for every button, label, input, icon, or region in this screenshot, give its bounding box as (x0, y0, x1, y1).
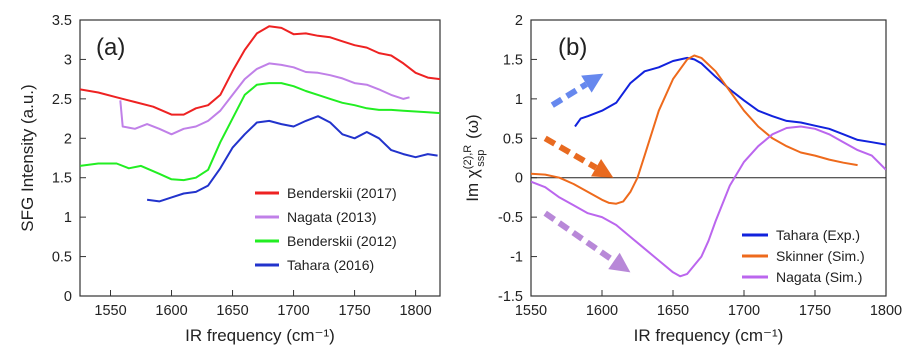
x-tick-label: 1650 (657, 303, 689, 319)
annotation-arrow-3 (543, 210, 616, 264)
y-tick-label: 0 (515, 171, 523, 187)
series-line-2 (531, 54, 858, 205)
y-tick-label: 2 (515, 13, 523, 29)
annotation-arrowhead-1 (581, 73, 604, 93)
legend-entry: Benderskii (2017) (287, 185, 397, 201)
panel-label: (a) (96, 34, 125, 61)
x-tick-label: 1650 (216, 303, 248, 319)
x-tick-label: 1750 (338, 303, 370, 319)
chart-panel-b: 1550 1600 1650 1700 1750 1800 -1.5 -1 -0.5 0 0.5 1 1… (462, 13, 902, 345)
series-line-1 (574, 56, 886, 146)
y-tick-label: 1 (515, 92, 523, 108)
series-line-2 (119, 62, 410, 136)
y-axis-label: SFG Intensity (a.u.) (18, 84, 37, 231)
legend-entry: Nagata (2013) (287, 209, 377, 225)
legend-entry: Benderskii (2012) (287, 233, 397, 249)
series-line-4 (146, 115, 438, 203)
y-tick-label: 3.5 (52, 13, 72, 29)
y-tick-label: 1 (64, 210, 72, 226)
legend-entry: Tahara (Exp.) (776, 227, 860, 243)
y-tick-label: 0 (64, 289, 72, 305)
x-tick-label: 1600 (586, 303, 618, 319)
plot-frame (79, 19, 441, 297)
x-axis-label: IR frequency (cm⁻¹) (634, 326, 784, 345)
annotation-arrowhead-3 (608, 252, 631, 273)
x-tick-label: 1600 (155, 303, 187, 319)
annotation-arrow-1 (550, 81, 588, 108)
y-tick-label: 2 (64, 131, 72, 147)
y-tick-label: 1.5 (503, 52, 523, 68)
x-tick-label: 1800 (870, 303, 902, 319)
plot-frame (530, 19, 887, 297)
x-tick-label: 1700 (728, 303, 760, 319)
series-line-3 (80, 82, 440, 182)
legend-entry: Nagata (Sim.) (776, 269, 862, 285)
y-tick-label: -1 (510, 250, 523, 266)
x-tick-label: 1550 (515, 303, 547, 319)
x-tick-label: 1700 (277, 303, 309, 319)
x-tick-label: 1550 (94, 303, 126, 319)
x-tick-label: 1750 (799, 303, 831, 319)
series-line-1 (80, 25, 440, 116)
annotation-arrowhead-2 (591, 159, 614, 178)
series-line-3 (531, 125, 886, 278)
y-tick-label: -0.5 (498, 210, 523, 226)
legend-entry: Tahara (2016) (287, 257, 374, 273)
chart-panel-a: 1550 1600 1650 1700 1750 1800 0 0.5 1 1.5 2 2.5 3 3.5… (18, 13, 441, 345)
y-tick-label: 0.5 (503, 131, 523, 147)
y-tick-label: 1.5 (52, 171, 72, 187)
legend-entry: Skinner (Sim.) (776, 248, 865, 264)
annotation-arrow-2 (543, 135, 598, 171)
y-tick-label: 3 (64, 52, 72, 68)
x-axis-label: IR frequency (cm⁻¹) (185, 326, 335, 345)
panel-label: (b) (558, 34, 587, 61)
y-tick-label: 2.5 (52, 92, 72, 108)
y-axis-label: Im χ(2),Rssp (ω) (462, 114, 487, 201)
y-tick-label: -1.5 (498, 289, 523, 305)
x-tick-label: 1800 (399, 303, 431, 319)
y-tick-label: 0.5 (52, 250, 72, 266)
